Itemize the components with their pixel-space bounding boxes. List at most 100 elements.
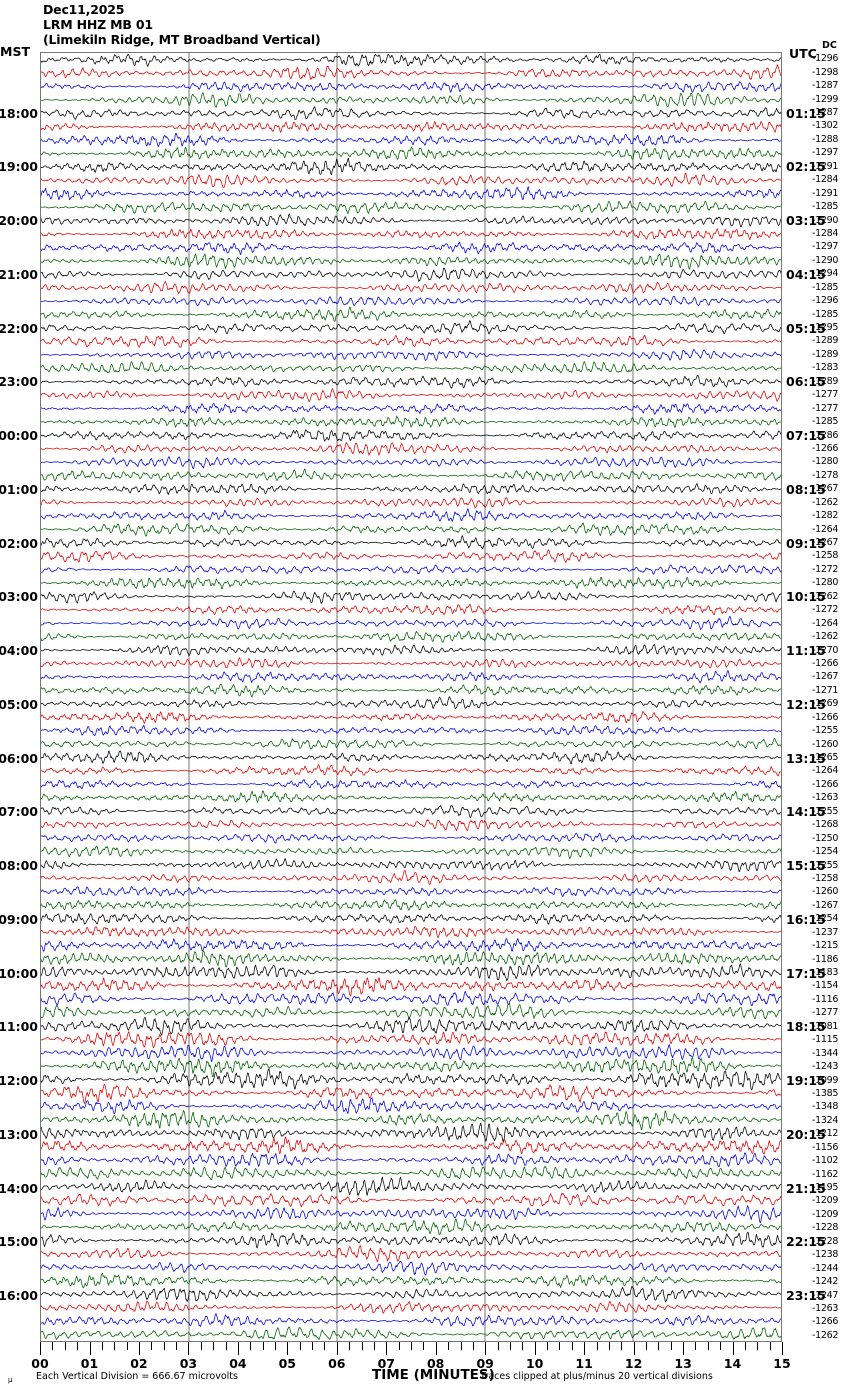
grid-lines [188,53,634,1341]
x-tick-minor [670,1342,672,1350]
utc-hour-label: 18:15 [786,1019,826,1035]
utc-hour-label: 22:15 [786,1234,826,1250]
x-tick-minor [77,1342,79,1350]
dc-value: -1263 [812,792,839,804]
dc-value: -1280 [812,577,839,589]
x-tick-minor [349,1342,351,1350]
mst-hour-label: 19:00 [0,159,38,175]
x-tick-major [386,1342,388,1355]
mst-hour-label: 20:00 [0,213,38,228]
utc-hour-label: 10:15 [786,589,826,605]
dc-value: -1284 [812,227,839,239]
dc-value: -1288 [812,133,839,145]
mst-hour-label: 12:00 [0,1073,38,1088]
dc-value: -1255 [812,805,839,817]
x-tick-minor [312,1342,314,1350]
dc-value: -1195 [812,1182,839,1193]
utc-hour-label: 02:15 [786,159,826,175]
x-tick-minor [571,1342,573,1350]
utc-hour-label: 04:15 [786,266,826,282]
dc-value: -1250 [812,832,839,844]
utc-hour-label: 16:15 [786,911,826,927]
dc-value: -1296 [812,53,839,65]
x-tick-minor [559,1342,561,1350]
right-axis-label: UTC [789,46,817,61]
dc-value: -1264 [812,523,839,535]
left-axis-label: MST [0,44,30,59]
x-tick-major [633,1342,635,1355]
mst-hour-label: 10:00 [0,965,38,981]
dc-value: -1242 [812,1276,839,1287]
x-tick-major [683,1342,685,1355]
mst-hour-label: 01:00 [0,481,38,497]
right-time-axis: 01:15 02:15 03:15 04:15 05:15 06:15 07:15 08:15… [786,52,830,1342]
dc-value: -1291 [812,160,839,172]
header-description: (Limekiln Ridge, MT Broadband Vertical) [43,32,321,47]
x-tick-label: 03 [179,1356,198,1371]
dc-value: -1282 [812,510,839,522]
x-tick-major [138,1342,140,1355]
x-tick-major [40,1342,41,1355]
dc-value: -1264 [812,765,839,777]
x-tick-label: 12 [624,1356,643,1371]
x-tick-major [435,1342,437,1355]
x-tick-minor [757,1342,759,1350]
x-tick-minor [151,1342,153,1350]
x-tick-minor [707,1342,709,1350]
dc-value: -1237 [812,926,839,938]
dc-value: -1258 [812,550,839,562]
mst-hour-label: 08:00 [0,858,38,873]
dc-value: -1154 [812,980,839,992]
utc-hour-label: 20:15 [786,1126,826,1142]
dc-value: -1284 [812,174,839,186]
dc-value: -1344 [812,1047,839,1059]
dc-value: -1324 [812,1114,839,1126]
utc-hour-label: 19:15 [786,1073,826,1088]
x-tick-minor [200,1342,202,1350]
dc-value: -1262 [812,631,839,642]
dc-value: -1267 [812,483,839,495]
x-tick-label: 00 [31,1356,49,1371]
x-tick-minor [608,1342,610,1350]
dc-value: -1298 [812,66,839,78]
mst-hour-label: 09:00 [0,911,38,927]
x-tick-minor [522,1342,524,1350]
dc-value: -1267 [812,537,839,548]
x-tick-label: 02 [130,1356,148,1371]
x-tick-label: 10 [525,1356,544,1371]
x-axis-title: TIME (MINUTES) [372,1367,495,1383]
dc-value: -1283 [812,362,839,374]
mst-hour-label: 05:00 [0,696,38,712]
dc-value: -1183 [812,967,839,978]
plot-header: Dec11,2025 LRM HHZ MB 01 (Limekiln Ridge… [43,2,321,47]
x-tick-label: 13 [674,1356,692,1371]
utc-hour-label: 06:15 [786,374,826,390]
dc-value: -1280 [812,456,839,468]
dc-value: -1266 [812,657,839,669]
x-tick-major [782,1342,783,1355]
x-tick-major [237,1342,239,1355]
dc-value: -1299 [812,93,839,105]
dc-value: -1385 [812,1087,839,1099]
dc-value: -1348 [812,1101,839,1113]
helicorder-plot-area[interactable] [40,52,782,1342]
x-axis-ticks: 00 01 02 03 04 05 06 07 08 09 10 11 12 13 14 15 [31,1342,791,1371]
utc-hour-label: 08:15 [786,481,826,497]
mst-hour-label: 13:00 [0,1126,38,1142]
utc-hour-label: 09:15 [786,535,826,551]
dc-value: -1228 [812,1235,839,1247]
mst-hour-label: 15:00 [0,1234,38,1250]
dc-value: -1268 [812,819,839,831]
dc-value: -1291 [812,187,839,199]
dc-value: -1266 [812,1316,839,1328]
dc-value: -1269 [812,698,839,710]
dc-value: -1266 [812,442,839,454]
x-tick-minor [299,1342,301,1350]
dc-value: -1287 [812,80,839,92]
dc-value: -1272 [812,563,839,575]
dc-value: -1295 [812,322,839,333]
utc-hour-label: 14:15 [786,804,826,820]
dc-value: -1302 [812,120,839,132]
x-tick-minor [163,1342,165,1350]
dc-value: -1238 [812,1249,839,1261]
